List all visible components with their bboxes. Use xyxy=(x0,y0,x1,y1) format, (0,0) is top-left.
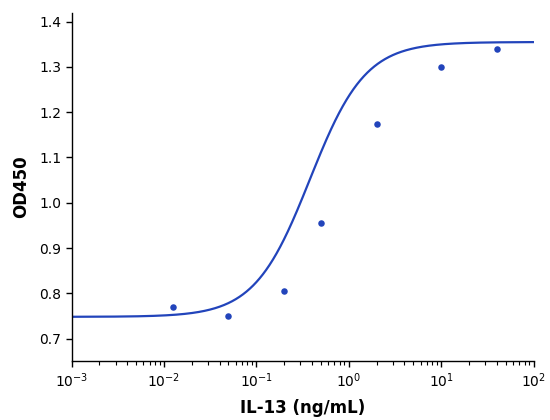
Point xyxy=(168,304,177,310)
X-axis label: IL-13 (ng/mL): IL-13 (ng/mL) xyxy=(240,399,365,417)
Y-axis label: OD450: OD450 xyxy=(13,155,31,218)
Point xyxy=(224,312,233,319)
Point xyxy=(316,220,325,226)
Point xyxy=(372,120,381,127)
Point xyxy=(280,288,289,294)
Point xyxy=(437,63,446,70)
Point xyxy=(492,45,501,52)
